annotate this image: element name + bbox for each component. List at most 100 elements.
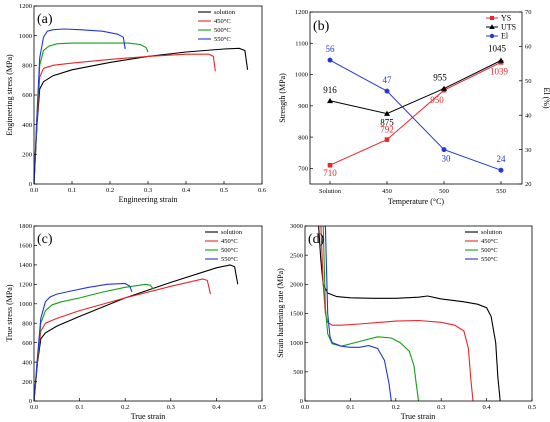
data-label-el: 56 bbox=[326, 44, 336, 54]
series-line-el bbox=[329, 59, 502, 171]
x-axis-label-b: Temperature (°C) bbox=[388, 197, 445, 206]
x-tick-label: 0.2 bbox=[392, 404, 400, 411]
legend-label: 500°C bbox=[214, 27, 231, 34]
data-point-uts bbox=[498, 57, 504, 63]
ticks-c: 0.0 0.1 0.2 0.3 0.4 0.5 0 200 400 600 800 1000 1200 1… bbox=[19, 223, 266, 411]
y-tick-label: 1800 bbox=[19, 223, 32, 230]
series-line-solution bbox=[318, 225, 501, 402]
panel-label-d: (d) bbox=[308, 232, 325, 247]
data-point-el bbox=[384, 88, 390, 94]
series-layer-d bbox=[318, 225, 501, 402]
panel-label-c: (c) bbox=[37, 232, 53, 247]
legend-c: solution 450°C 500°C 550°C bbox=[205, 229, 243, 263]
y-tick-label: 200 bbox=[22, 152, 32, 159]
x-tick-label: Solution bbox=[319, 188, 342, 195]
legend-a: solution 450°C 500°C 550°C bbox=[198, 9, 236, 43]
legend-d: solution 450°C 500°C 550°C bbox=[465, 229, 503, 263]
panel-a: 0.0 0.1 0.2 0.3 0.4 0.5 0.6 0 200 400 600 800 1000 12… bbox=[5, 3, 267, 204]
y-tick-label: 1200 bbox=[19, 3, 32, 10]
legend-label: 550°C bbox=[481, 256, 498, 263]
legend-marker bbox=[489, 33, 495, 39]
ticks-b: Solution 450 500 550 700 800 900 1000 1100 1200 20… bbox=[295, 9, 532, 195]
y-tick-label: 500 bbox=[293, 369, 303, 376]
data-point-uts bbox=[327, 97, 333, 104]
y-tick-label: 800 bbox=[298, 134, 308, 141]
y-tick-label: 1000 bbox=[19, 33, 32, 40]
data-label-ys: 950 bbox=[430, 95, 444, 105]
series-line-500C bbox=[33, 283, 154, 402]
y-tick-label: 3000 bbox=[290, 223, 303, 230]
y-right-tick-label: 70 bbox=[525, 9, 532, 16]
data-label-uts: 1045 bbox=[488, 43, 507, 53]
data-label-uts: 955 bbox=[433, 73, 447, 83]
data-label-uts: 875 bbox=[380, 118, 394, 128]
legend-label: 500°C bbox=[221, 247, 238, 254]
legend-label: El bbox=[501, 32, 509, 41]
data-label-el: 24 bbox=[497, 154, 507, 164]
y-tick-label: 1600 bbox=[19, 243, 32, 250]
legend-label: 500°C bbox=[481, 247, 498, 254]
data-point-el bbox=[441, 147, 447, 153]
series-line-uts bbox=[329, 60, 502, 115]
data-point-el bbox=[498, 167, 504, 173]
y-tick-label: 200 bbox=[22, 379, 32, 386]
legend-label: 450°C bbox=[221, 238, 238, 245]
data-label-uts: 916 bbox=[323, 85, 337, 95]
y-tick-label: 900 bbox=[298, 103, 308, 110]
x-tick-label: 0.1 bbox=[346, 404, 354, 411]
y-tick-label: 700 bbox=[298, 166, 308, 173]
x-tick-label: 0.4 bbox=[483, 404, 492, 411]
x-tick-label: 0.3 bbox=[437, 404, 445, 411]
data-point-uts bbox=[384, 110, 390, 116]
x-tick-label: 0.5 bbox=[220, 187, 228, 194]
legend-label: 550°C bbox=[214, 36, 231, 43]
y-tick-label: 800 bbox=[22, 320, 32, 327]
y-right-tick-label: 50 bbox=[525, 78, 532, 85]
y-right-tick-label: 60 bbox=[525, 44, 532, 51]
plot-frame-b bbox=[309, 11, 523, 185]
y-tick-label: 0 bbox=[29, 398, 32, 405]
x-tick-label: 0.2 bbox=[106, 187, 114, 194]
legend-marker bbox=[490, 16, 494, 20]
legend-label: 550°C bbox=[221, 256, 238, 263]
legend-label: 450°C bbox=[214, 18, 231, 25]
x-tick-label: 0.4 bbox=[212, 404, 221, 411]
y-tick-label: 600 bbox=[22, 92, 32, 99]
series-line-550C bbox=[324, 225, 392, 402]
x-axis-label-a: Engineering strain bbox=[119, 195, 178, 204]
legend-label: solution bbox=[481, 229, 503, 236]
data-label-ys: 1039 bbox=[490, 66, 509, 76]
x-tick-label: 450 bbox=[382, 188, 392, 195]
legend-label: YS bbox=[501, 14, 511, 23]
data-label-ys: 710 bbox=[323, 168, 337, 178]
x-axis-label-c: True strain bbox=[131, 412, 166, 421]
legend-label: UTS bbox=[501, 23, 516, 32]
x-axis-label-d: True strain bbox=[401, 412, 436, 421]
series-line-500C bbox=[322, 225, 420, 402]
y-axis-label-d: Strain hardening rate (MPa) bbox=[276, 268, 285, 358]
series-line-450C bbox=[33, 53, 216, 185]
legend-marker bbox=[489, 24, 495, 29]
y-axis-label-c: True stress (MPa) bbox=[5, 284, 14, 341]
panel-d: 0.0 0.1 0.2 0.3 0.4 0.5 0 500 1000 1500 2000 2500 30… bbox=[276, 223, 536, 421]
y-tick-label: 400 bbox=[22, 122, 32, 129]
legend-label: 450°C bbox=[481, 238, 498, 245]
ticks-a: 0.0 0.1 0.2 0.3 0.4 0.5 0.6 0 200 400 600 800 1000 12… bbox=[19, 3, 267, 194]
y-right-tick-label: 20 bbox=[525, 181, 532, 188]
y-tick-label: 1500 bbox=[290, 311, 303, 318]
x-tick-label: 500 bbox=[439, 188, 449, 195]
y-axis-right-label-b: El (%) bbox=[542, 87, 550, 108]
x-tick-label: 0.3 bbox=[167, 404, 175, 411]
panel-label-b: (b) bbox=[313, 19, 330, 34]
y-axis-label-b: Strength (MPa) bbox=[278, 73, 287, 123]
series-line-450C bbox=[320, 225, 474, 402]
x-tick-label: 0.4 bbox=[182, 187, 191, 194]
data-label-el: 30 bbox=[442, 154, 452, 164]
x-tick-label: 0.1 bbox=[76, 404, 84, 411]
x-tick-label: 0.0 bbox=[30, 404, 38, 411]
series-line-ys bbox=[329, 61, 502, 166]
x-tick-label: 0.5 bbox=[258, 404, 266, 411]
panel-c: 0.0 0.1 0.2 0.3 0.4 0.5 0 200 400 600 800 1000 1200 1… bbox=[5, 223, 266, 421]
data-point-el bbox=[327, 57, 333, 63]
